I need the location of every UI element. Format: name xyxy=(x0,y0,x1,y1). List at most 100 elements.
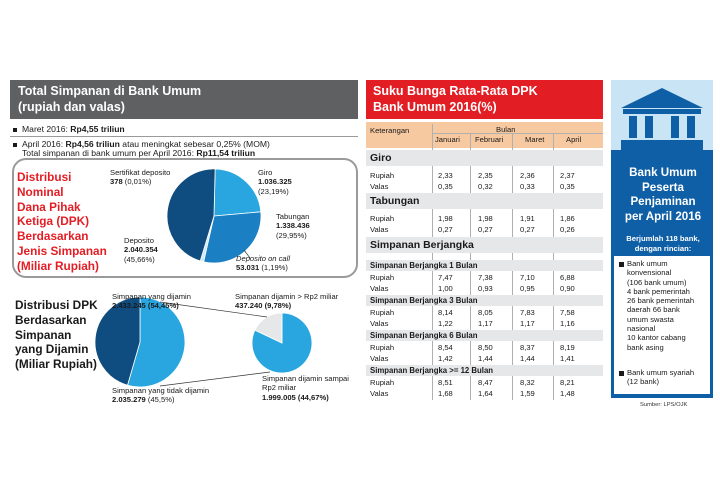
suku-bunga-header: Suku Bunga Rata-Rata DPK Bank Umum 2016(… xyxy=(366,80,603,119)
label-simpanan-dijamin: Simpanan yang dijamin 2.433.245 (54,45%) xyxy=(112,292,191,311)
table-cell: 0,35 xyxy=(560,182,575,191)
row-label: Rupiah xyxy=(370,308,395,317)
table-cell: 8,32 xyxy=(520,378,535,387)
table-cell: 8,14 xyxy=(438,308,453,317)
table-cell: 8,21 xyxy=(560,378,575,387)
table-cell: 2,35 xyxy=(478,171,493,180)
table-cell: 1,17 xyxy=(520,319,535,328)
bank-building-icon xyxy=(621,88,703,150)
leader-line xyxy=(159,301,268,318)
table-cell: 8,37 xyxy=(520,343,535,352)
list-bullet xyxy=(619,262,624,267)
table-cell: 8,19 xyxy=(560,343,575,352)
section-tabungan: Tabungan xyxy=(366,193,603,209)
bank-peserta-title: Bank Umum Peserta Penjaminan per April 2… xyxy=(624,166,702,223)
chart1-title: Distribusi Nominal Dana Pihak Ketiga (DP… xyxy=(17,170,107,273)
table-cell: 7,83 xyxy=(520,308,535,317)
row-label: Rupiah xyxy=(370,343,395,352)
table-cell: 1,68 xyxy=(438,389,453,398)
chart2-title: Distribusi DPK Berdasarkan Simpanan yang… xyxy=(15,298,98,372)
table-cell: 2,36 xyxy=(520,171,535,180)
divider xyxy=(10,136,358,137)
table-row: Valas 1,22 1,17 1,17 1,16 xyxy=(366,318,603,329)
table-cell: 1,44 xyxy=(520,354,535,363)
header-line-2: (rupiah dan valas) xyxy=(18,100,125,114)
table-cell: 0,32 xyxy=(478,182,493,191)
table-cell: 1,48 xyxy=(560,389,575,398)
col-april: April xyxy=(566,135,582,144)
col-februari: Februari xyxy=(475,135,504,144)
table-row: Valas 0,27 0,27 0,27 0,26 xyxy=(366,224,603,235)
sub-1-bulan: Simpanan Berjangka 1 Bulan xyxy=(366,260,603,271)
table-row: Valas 1,42 1,44 1,44 1,41 xyxy=(366,353,603,364)
label-giro: Giro 1.036.325 (23,19%) xyxy=(258,168,292,196)
label-sertifikat-deposito: Sertifikat deposito 378 (0,01%) xyxy=(110,168,171,187)
table-cell: 1,91 xyxy=(520,214,535,223)
table-cell: 1,00 xyxy=(438,284,453,293)
bank-list xyxy=(614,256,710,394)
table-cell: 1,16 xyxy=(560,319,575,328)
table-row: Valas 1,00 0,93 0,95 0,90 xyxy=(366,283,603,294)
table-cell: 1,17 xyxy=(478,319,493,328)
table-cell: 7,10 xyxy=(520,273,535,282)
table-cell: 0,35 xyxy=(438,182,453,191)
bank-count-subtitle: Berjumlah 118 bank, dengan rincian: xyxy=(626,234,700,253)
table-row: Rupiah 1,98 1,98 1,91 1,86 xyxy=(366,213,603,224)
table-cell: 8,47 xyxy=(478,378,493,387)
table-cell: 0,27 xyxy=(438,225,453,234)
table-cell: 8,54 xyxy=(438,343,453,352)
list-item-konvensional: Bank umum konvensional (106 bank umum) 4… xyxy=(627,259,695,352)
label-dijamin-up-to-2m: Simpanan dijamin sampai Rp2 miliar 1.999… xyxy=(262,374,349,402)
row-label: Valas xyxy=(370,182,389,191)
header-line-1: Total Simpanan di Bank Umum xyxy=(18,84,202,98)
table-cell: 1,98 xyxy=(438,214,453,223)
table-cell: 0,93 xyxy=(478,284,493,293)
row-label: Rupiah xyxy=(370,171,395,180)
table-cell: 0,26 xyxy=(560,225,575,234)
table-row: Rupiah 8,54 8,50 8,37 8,19 xyxy=(366,342,603,353)
list-bullet xyxy=(619,371,624,376)
table-cell: 8,05 xyxy=(478,308,493,317)
pie-slice-simpanan-yang-dijamin xyxy=(127,296,186,388)
table-cell: 2,37 xyxy=(560,171,575,180)
row-label: Valas xyxy=(370,225,389,234)
table-cell: 7,38 xyxy=(478,273,493,282)
col-keterangan: Keterangan xyxy=(370,126,410,135)
pie-slice-giro xyxy=(213,168,262,217)
table-cell: 1,98 xyxy=(478,214,493,223)
total-bank-umum: Total simpanan di bank umum per April 20… xyxy=(22,148,256,158)
table-cell: 0,27 xyxy=(520,225,535,234)
table-cell: 1,22 xyxy=(438,319,453,328)
march-total: Maret 2016: Rp4,55 triliun xyxy=(13,124,125,135)
table-row: Valas 1,68 1,64 1,59 1,48 xyxy=(366,388,603,399)
table-cell: 0,90 xyxy=(560,284,575,293)
sub-6-bulan: Simpanan Berjangka 6 Bulan xyxy=(366,330,603,341)
label-deposito-on-call: Deposito on call 53.031 (1,19%) xyxy=(236,254,291,273)
table-cell: 1,42 xyxy=(438,354,453,363)
row-label: Valas xyxy=(370,284,389,293)
table-cell: 1,41 xyxy=(560,354,575,363)
jenis-simpanan-box xyxy=(12,158,358,278)
sub-3-bulan: Simpanan Berjangka 3 Bulan xyxy=(366,295,603,306)
pie-slice-deposito xyxy=(166,168,216,262)
source-note: Sumber: LPS/OJK xyxy=(640,402,688,408)
leader-line xyxy=(243,249,251,259)
section-simpanan-berjangka: Simpanan Berjangka xyxy=(366,237,603,253)
label-tabungan: Tabungan 1.338.436 (29,95%) xyxy=(276,212,310,240)
april-total: April 2016: Rp4,56 triliun atau meningka… xyxy=(13,139,270,150)
col-januari: Januari xyxy=(435,135,460,144)
table-cell: 1,59 xyxy=(520,389,535,398)
table-row: Rupiah 7,47 7,38 7,10 6,88 xyxy=(366,272,603,283)
table-cell: 1,64 xyxy=(478,389,493,398)
table-row: Valas 0,35 0,32 0,33 0,35 xyxy=(366,181,603,192)
col-bulan: Bulan xyxy=(496,125,516,134)
row-label: Rupiah xyxy=(370,378,395,387)
grid-line xyxy=(432,133,603,134)
mid-header-line-2: Bank Umum 2016(%) xyxy=(373,100,497,114)
table-cell: 1,86 xyxy=(560,214,575,223)
row-label: Valas xyxy=(370,389,389,398)
table-header: Keterangan Bulan Januari Februari Maret … xyxy=(366,122,603,148)
leader-line xyxy=(159,371,271,387)
pie-slice-simpanan-dijamin-sampai-rp2-miliar xyxy=(251,312,313,374)
row-label: Rupiah xyxy=(370,214,395,223)
